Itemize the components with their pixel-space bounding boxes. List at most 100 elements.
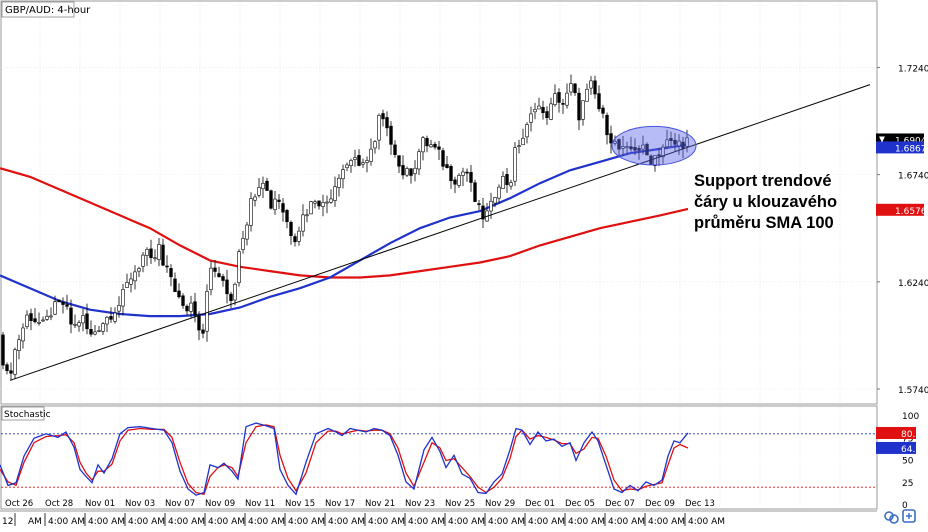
candle-body — [445, 164, 449, 169]
candle-body — [297, 230, 301, 242]
candle-body — [45, 315, 49, 320]
candle-body — [65, 304, 69, 307]
candle-body — [305, 214, 309, 217]
x-date-label: Nov 11 — [245, 499, 275, 509]
settings-icon[interactable] — [902, 509, 916, 523]
candle-body — [117, 305, 121, 312]
candle-body — [573, 83, 577, 94]
candle-body — [625, 146, 629, 148]
y-tick-label: 1.5740 — [898, 386, 928, 396]
candle-body — [529, 113, 533, 123]
time-label: 4:00 AM — [488, 517, 525, 527]
candle-body — [509, 182, 513, 187]
candle-body — [69, 307, 73, 325]
candle-body — [621, 146, 625, 149]
stochastic-pane[interactable] — [0, 405, 878, 510]
candle-body — [409, 168, 413, 176]
candle-body — [405, 168, 409, 176]
candle-body — [609, 133, 613, 144]
candle-body — [421, 137, 425, 153]
candle-body — [541, 107, 545, 113]
candle-body — [185, 305, 189, 312]
candle-body — [277, 199, 281, 202]
candle-body — [569, 83, 573, 93]
time-label: 4:00 AM — [568, 517, 605, 527]
x-date-label: Nov 01 — [85, 499, 115, 509]
candle-body — [205, 291, 209, 332]
candle-body — [269, 190, 273, 209]
x-date-label: Dec 13 — [685, 499, 715, 509]
candle-body — [77, 322, 81, 327]
candle-body — [617, 139, 621, 150]
candle-body — [365, 160, 369, 163]
candle-body — [465, 171, 469, 174]
candle-body — [1, 334, 5, 366]
candle-body — [49, 315, 53, 318]
x-date-label: Nov 25 — [445, 499, 475, 509]
candle-body — [165, 265, 169, 268]
candle-body — [161, 244, 165, 266]
candle-body — [361, 162, 365, 165]
x-date-label: Nov 21 — [365, 499, 395, 509]
candle-body — [289, 222, 293, 236]
x-date-label: Nov 07 — [165, 499, 195, 509]
annotation-line-2: čáry u klouzavého — [694, 193, 837, 211]
axis-layer: 1.72401.67401.62401.57401.69041.68671.65… — [0, 64, 928, 527]
candle-body — [221, 276, 225, 281]
candle-body — [153, 257, 157, 260]
candle-body — [273, 198, 277, 211]
price-tag-box — [876, 203, 924, 216]
candle-body — [249, 198, 253, 226]
candle-body — [473, 182, 477, 202]
y-tick-label: 1.6740 — [898, 172, 928, 182]
candle-body — [133, 271, 137, 282]
candle-body — [41, 319, 45, 322]
candle-body — [593, 80, 597, 95]
candle-body — [461, 171, 465, 176]
stochastic-value-tag: 80.91 — [876, 426, 927, 440]
candle-body — [309, 201, 313, 215]
x-date-label: Nov 23 — [405, 499, 435, 509]
candle-body — [373, 141, 377, 149]
price-tag-label: 1.6867 — [895, 144, 927, 154]
candle-body — [525, 124, 529, 138]
link-icon[interactable] — [884, 511, 899, 524]
candle-body — [81, 315, 85, 324]
highlight-ellipse — [611, 125, 697, 166]
candle-body — [261, 182, 265, 190]
candle-body — [33, 318, 37, 323]
candle-body — [109, 316, 113, 320]
candle-body — [441, 150, 445, 167]
candle-body — [325, 201, 329, 204]
time-label: 4:00 AM — [408, 517, 445, 527]
candle-body — [665, 139, 669, 148]
candle-body — [589, 80, 593, 89]
price-tag: 1.6867 — [876, 141, 927, 154]
candle-body — [293, 236, 297, 243]
candle-body — [125, 282, 129, 288]
candle-body — [641, 144, 645, 150]
candle-body — [393, 144, 397, 155]
price-pane[interactable] — [0, 0, 878, 405]
candle-body — [217, 273, 221, 278]
candle-body — [113, 312, 117, 322]
candle-body — [197, 315, 201, 331]
candle-body — [61, 301, 65, 305]
candle-body — [145, 249, 149, 256]
candle-body — [37, 322, 41, 324]
time-label: 4:00 AM — [248, 517, 285, 527]
candle-body — [213, 267, 217, 272]
candle-body — [633, 147, 637, 151]
candle-body — [29, 313, 33, 321]
candle-body — [489, 200, 493, 212]
candle-body — [537, 105, 541, 110]
candle-body — [577, 92, 581, 121]
time-label: 4:00 AM — [288, 517, 325, 527]
x-date-label: Dec 05 — [565, 499, 595, 509]
candle-body — [645, 143, 649, 156]
x-date-label: Oct 26 — [5, 499, 33, 509]
candle-body — [481, 205, 485, 220]
candle-body — [237, 251, 241, 283]
candle-body — [233, 283, 237, 301]
